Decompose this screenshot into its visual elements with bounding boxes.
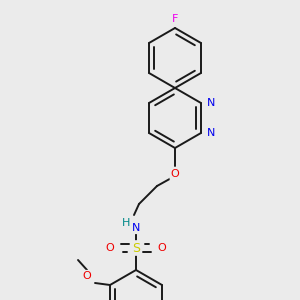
Text: N: N xyxy=(132,223,140,233)
Text: H: H xyxy=(122,218,130,228)
Text: O: O xyxy=(171,169,179,179)
Text: O: O xyxy=(82,271,91,281)
Text: O: O xyxy=(106,243,114,253)
Text: N: N xyxy=(207,98,215,108)
Text: O: O xyxy=(158,243,166,253)
Text: N: N xyxy=(207,128,215,138)
Text: S: S xyxy=(132,242,140,254)
Text: F: F xyxy=(172,14,178,24)
